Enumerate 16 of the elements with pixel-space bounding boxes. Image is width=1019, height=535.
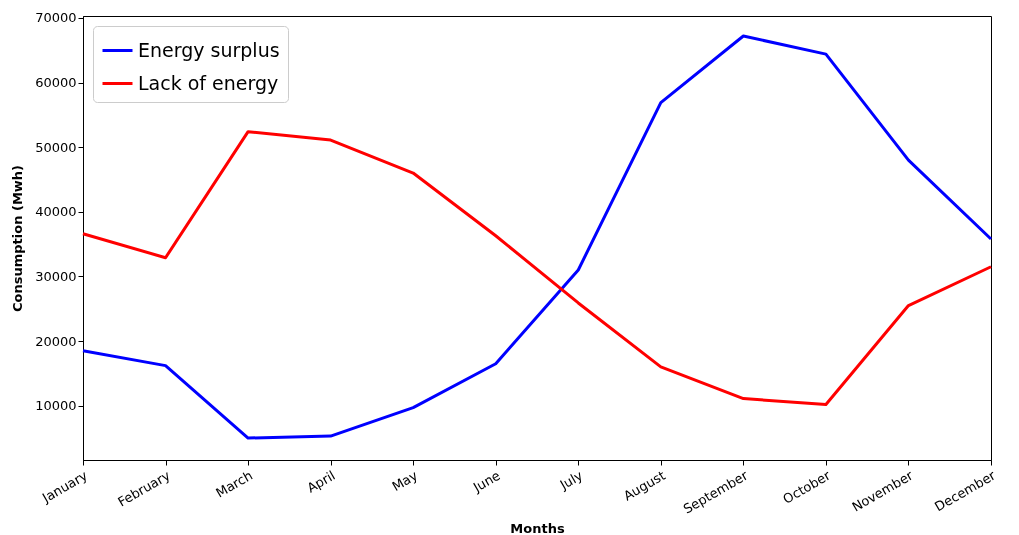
y-axis-title: Consumption (Mwh) — [10, 164, 26, 313]
y-tick-label: 40000 — [35, 204, 77, 220]
line-series — [81, 130, 993, 406]
x-tick-label: June — [469, 467, 503, 496]
y-tick-label: 50000 — [35, 139, 77, 155]
y-tick-label: 10000 — [35, 398, 77, 414]
y-tick-label: 60000 — [35, 75, 77, 91]
legend-label: Energy surplus — [138, 38, 280, 61]
x-tick-label: May — [389, 467, 421, 495]
y-tick-label: 20000 — [35, 333, 77, 349]
x-axis-title: Months — [510, 520, 565, 535]
x-tick-label: July — [556, 467, 586, 493]
y-tick-label: 30000 — [35, 268, 77, 284]
legend-label: Lack of energy — [138, 71, 279, 94]
line-series — [81, 34, 993, 440]
y-tick-label: 70000 — [35, 10, 77, 26]
